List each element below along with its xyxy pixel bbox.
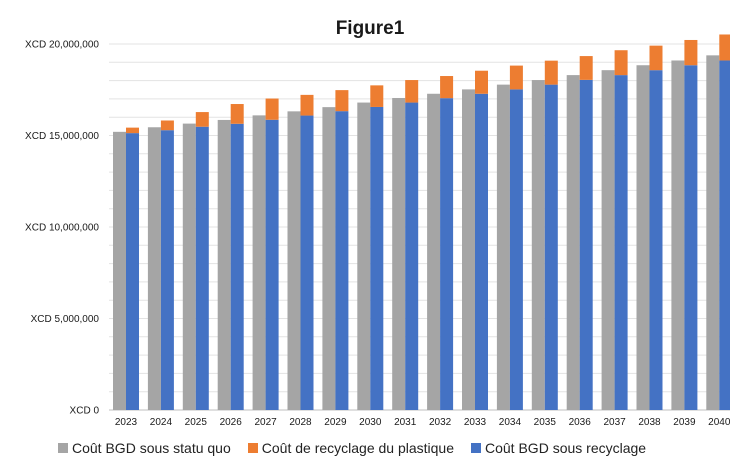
bar-statu-quo-2033	[462, 89, 475, 410]
bar-statu-quo-2036	[566, 75, 580, 411]
bar-statu-quo-2034	[496, 84, 510, 410]
x-tick-label: 2033	[464, 417, 487, 428]
x-tick-label: 2025	[185, 417, 208, 428]
bar-recycling-cost-2026	[230, 104, 244, 124]
x-tick-label: 2028	[289, 417, 312, 428]
y-tick-label: XCD 15,000,000	[25, 131, 99, 142]
bar-recycling-cost-2035	[544, 60, 558, 85]
x-tick-label: 2032	[429, 417, 452, 428]
y-tick-label: XCD 20,000,000	[25, 40, 99, 51]
bar-recycling-cost-2030	[370, 85, 384, 107]
bar-statu-quo-2024	[147, 127, 161, 410]
bar-recyclage-2036	[579, 79, 593, 411]
bar-recyclage-2025	[195, 126, 209, 410]
bar-recyclage-2033	[475, 93, 488, 410]
x-tick-label: 2039	[673, 417, 696, 428]
legend-swatch-recyclage	[471, 442, 481, 453]
bar-recycling-cost-2034	[509, 65, 523, 90]
bars	[113, 34, 730, 411]
x-tick-label: 2040	[708, 417, 730, 428]
y-axis: XCD 0 XCD 5,000,000 XCD 10,000,000 XCD 15,0…	[25, 40, 99, 417]
bar-recyclage-2029	[335, 111, 349, 410]
x-tick-label: 2031	[394, 417, 417, 428]
bar-recyclage-2035	[544, 84, 558, 410]
x-tick-label: 2036	[569, 417, 592, 428]
bar-recycling-cost-2032	[440, 76, 454, 99]
y-tick-label: XCD 10,000,000	[25, 223, 99, 234]
bar-recyclage-2032	[440, 98, 454, 410]
bar-statu-quo-2023	[113, 131, 126, 410]
bar-recyclage-2024	[160, 130, 174, 410]
bar-statu-quo-2031	[392, 97, 406, 411]
legend-item-recyclage: Coût BGD sous recyclage	[471, 440, 646, 456]
bar-statu-quo-2035	[531, 80, 545, 411]
bar-recycling-cost-2023	[126, 127, 139, 134]
x-axis: 2023 2024 2025 2026 2027 2028 2029 2030 2031 2032…	[115, 417, 730, 428]
legend-item-statu-quo: Coût BGD sous statu quo	[58, 440, 231, 456]
legend-label-recycling-cost: Coût de recyclage du plastique	[261, 439, 454, 456]
x-tick-label: 2026	[220, 417, 243, 428]
y-tick-label: XCD 0	[70, 406, 100, 417]
bar-recyclage-2040	[719, 60, 730, 410]
bar-recycling-cost-2036	[579, 56, 593, 80]
bar-recyclage-2030	[370, 106, 384, 411]
bar-statu-quo-2029	[322, 107, 336, 410]
bar-recycling-cost-2037	[614, 50, 628, 76]
bar-recycling-cost-2033	[475, 70, 488, 94]
bar-statu-quo-2037	[601, 70, 615, 410]
bar-statu-quo-2028	[287, 111, 301, 411]
bar-recycling-cost-2025	[195, 112, 209, 127]
bar-recycling-cost-2039	[684, 39, 698, 66]
bar-recyclage-2028	[300, 115, 314, 410]
x-tick-label: 2035	[534, 417, 557, 428]
bar-statu-quo-2027	[252, 115, 266, 411]
bar-recycling-cost-2031	[405, 80, 419, 103]
chart-title: Figure1	[336, 18, 405, 39]
bar-statu-quo-2038	[636, 65, 650, 410]
bar-recycling-cost-2024	[160, 120, 174, 131]
x-tick-label: 2030	[359, 417, 382, 428]
bar-statu-quo-2026	[217, 119, 231, 410]
x-tick-label: 2024	[150, 417, 173, 428]
bar-recycling-cost-2038	[649, 45, 663, 71]
bar-recyclage-2039	[684, 65, 698, 410]
legend-label-statu-quo: Coût BGD sous statu quo	[72, 439, 231, 456]
x-tick-label: 2034	[499, 417, 522, 428]
bar-recyclage-2023	[126, 133, 139, 410]
bar-statu-quo-2032	[427, 93, 441, 410]
legend-swatch-recycling-cost	[247, 442, 258, 453]
legend-item-recycling-cost: Coût de recyclage du plastique	[247, 439, 454, 456]
x-tick-label: 2038	[638, 417, 661, 428]
bar-recyclage-2026	[230, 123, 244, 411]
bar-recycling-cost-2029	[335, 90, 349, 112]
bar-statu-quo-2025	[182, 123, 196, 410]
x-tick-label: 2029	[324, 417, 347, 428]
x-tick-label: 2037	[603, 417, 626, 428]
bar-recycling-cost-2028	[300, 94, 314, 116]
bar-statu-quo-2030	[357, 102, 371, 410]
bar-recycling-cost-2040	[719, 34, 730, 61]
bar-recycling-cost-2027	[265, 98, 279, 120]
bar-statu-quo-2040	[706, 55, 720, 410]
x-tick-label: 2027	[254, 417, 277, 428]
legend: Coût BGD sous statu quo Coût de recyclag…	[58, 439, 646, 456]
bar-recyclage-2038	[649, 70, 663, 410]
legend-swatch-statu-quo	[58, 442, 68, 453]
legend-label-recyclage: Coût BGD sous recyclage	[485, 439, 647, 456]
bar-recyclage-2037	[614, 75, 628, 411]
x-tick-label: 2023	[115, 417, 138, 428]
y-tick-label: XCD 5,000,000	[31, 314, 100, 325]
bar-recyclage-2031	[405, 102, 419, 410]
bar-recyclage-2027	[265, 119, 279, 411]
bar-statu-quo-2039	[671, 60, 685, 410]
bar-recyclage-2034	[509, 89, 523, 410]
